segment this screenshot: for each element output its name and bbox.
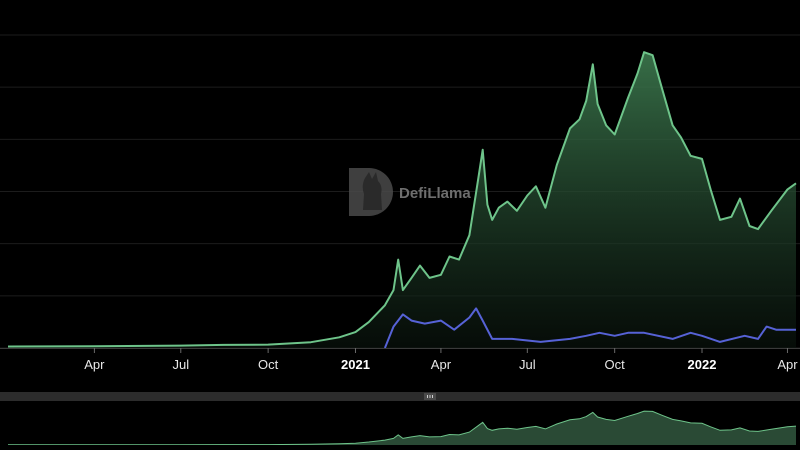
zoom-overview-area [8, 411, 796, 445]
zoom-overview [8, 410, 797, 446]
x-tick-label: Jul [172, 357, 189, 372]
watermark: DefiLlama [349, 168, 471, 216]
series-area-fill-0 [8, 52, 796, 348]
zoom-overview-line [8, 410, 797, 446]
zoom-handle-grip-icon [427, 395, 433, 398]
x-tick-label: 2022 [688, 357, 717, 372]
x-tick-label: Apr [84, 357, 105, 372]
zoom-slider-track[interactable] [0, 392, 800, 401]
series-line-1[interactable] [383, 307, 796, 349]
x-tick-label: Jul [519, 357, 536, 372]
series-layer [7, 51, 797, 349]
x-tick-label: Apr [777, 357, 798, 372]
series-line-0[interactable] [7, 51, 797, 348]
x-tick-label: 2021 [341, 357, 370, 372]
x-tick-label: Apr [431, 357, 452, 372]
x-tick-label: Oct [258, 357, 279, 372]
watermark-text: DefiLlama [399, 185, 471, 202]
llama-logo-icon [349, 168, 393, 216]
x-axis: Apr Jul Oct 2021 Apr Jul Oct 2022 Apr [0, 348, 800, 372]
zoom-slider[interactable] [0, 392, 800, 446]
x-tick-label: Oct [605, 357, 626, 372]
